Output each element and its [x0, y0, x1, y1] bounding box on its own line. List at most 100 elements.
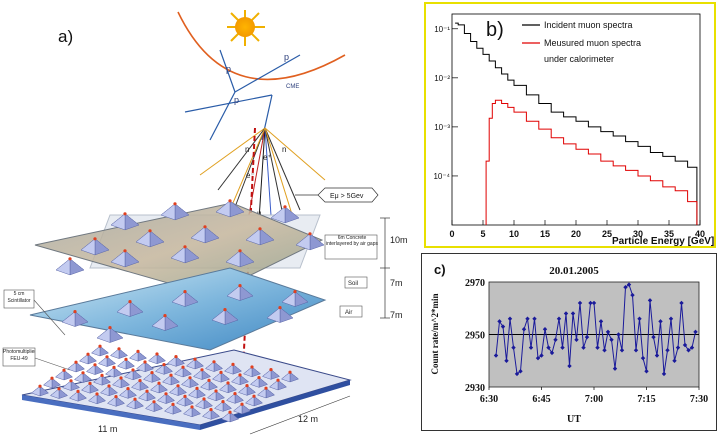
soil-label: Soil [348, 281, 358, 287]
photomultiplier-dot [203, 225, 207, 229]
data-point [651, 334, 656, 340]
data-point [672, 358, 677, 363]
pyramid-side [149, 382, 160, 394]
count-rate-line [495, 283, 696, 375]
data-point [682, 342, 688, 348]
y-tick-label: 10⁻⁴ [433, 172, 450, 181]
x-tick-label: 15 [540, 229, 550, 239]
x-tick-label: 25 [602, 229, 612, 239]
photomultiplier-dot [124, 357, 128, 361]
pyramid-side [211, 371, 222, 383]
data-point [654, 353, 660, 358]
y-tick-label: 10⁻¹ [434, 25, 450, 34]
y-tick-label: 10⁻² [434, 74, 450, 83]
photomultiplier-dot [240, 402, 244, 406]
concrete-label: 6m Concrete interlayered by air gaps [326, 235, 378, 247]
pyramid-detector [206, 389, 226, 402]
n-left-label: n [245, 145, 249, 154]
photomultiplier-dot [238, 373, 242, 377]
pyramid-detector [161, 373, 181, 386]
pyramid-side [211, 309, 226, 325]
pyramid-side [42, 377, 53, 389]
dim-7m-b: 7m [390, 310, 403, 320]
pyramid-detector [237, 384, 257, 396]
photomultiplier-dot [95, 392, 99, 396]
pyramid-side [137, 350, 148, 362]
pyramid-detector [118, 387, 138, 399]
pyramid-side [163, 403, 174, 415]
pyramid-side [30, 385, 41, 397]
photomultiplier-dot [98, 344, 102, 348]
pyramid-detector [61, 310, 89, 327]
photomultiplier-dot [278, 306, 282, 310]
data-point [637, 316, 642, 321]
data-point [640, 355, 646, 361]
photomultiplier-dot [148, 229, 152, 233]
pyramid-detector [137, 389, 157, 402]
pyramid-side [151, 315, 166, 331]
pyramid-side [280, 371, 291, 383]
pyramid-detector [242, 365, 262, 378]
photomultiplier-dot [62, 368, 66, 372]
y-tick-label: 2930 [465, 383, 485, 394]
x-axis-label: UT [567, 414, 581, 425]
panel-a-label: a) [58, 27, 73, 46]
pyramid-detector [281, 290, 309, 307]
data-point [616, 332, 621, 337]
pyramid-side [92, 374, 103, 386]
pyramid-side [170, 246, 186, 264]
data-point [493, 353, 499, 358]
pyramid-detector [266, 306, 294, 323]
data-point [584, 334, 590, 340]
pyramid-side [256, 387, 267, 399]
pyramid-side [268, 379, 279, 391]
photomultiplier-dot [93, 237, 97, 241]
data-point [630, 292, 635, 298]
pyramid-detector [49, 387, 69, 399]
pyramid-side [111, 377, 122, 389]
chart-title: 20.01.2005 [549, 265, 599, 277]
x-axis-label: Particle Energy [GeV] [612, 236, 714, 246]
data-point [658, 319, 663, 324]
detector-illustration: p p p CME n n e⁻ e⁺ μ [2, 10, 408, 435]
pyramid-side [230, 374, 241, 386]
data-point [598, 319, 604, 324]
pyramid-side [87, 353, 98, 365]
data-point [563, 311, 569, 316]
pyramid-side [116, 358, 127, 370]
scintillator-edge-front [22, 395, 200, 430]
data-point [679, 300, 684, 306]
pyramid-side [190, 226, 206, 244]
photomultiplier-dot [308, 232, 312, 236]
pyramid-side [125, 358, 136, 370]
photomultiplier-dot [105, 355, 109, 359]
pyramid-detector [92, 373, 112, 386]
pyramid-side [242, 366, 253, 378]
data-point [633, 348, 639, 353]
p-label-2: p [284, 52, 289, 62]
data-point [549, 350, 555, 356]
data-point [504, 358, 509, 363]
legend-measured-cont: under calorimeter [544, 54, 614, 64]
data-point [689, 345, 695, 350]
pyramid-side [249, 377, 260, 388]
x-tick-label: 40 [695, 229, 705, 239]
photomultiplier-dot [164, 392, 168, 396]
photomultiplier-dot [69, 379, 73, 383]
pyramid-side [94, 364, 105, 375]
pyramid-side [156, 353, 167, 365]
dim-11m: 11 m [98, 424, 117, 434]
pyramid-side [99, 385, 110, 397]
x-tick-label: 7:00 [585, 394, 603, 405]
pyramid-detector [245, 227, 275, 246]
pyramid-side [99, 345, 110, 357]
pyramid-detector [125, 397, 145, 410]
cme-arc [177, 11, 346, 81]
pyramid-side [90, 345, 101, 357]
pyramid-detector [135, 229, 165, 248]
photomultiplier-dot [100, 373, 104, 377]
photomultiplier-dot [126, 387, 130, 391]
pyramid-side [51, 377, 62, 389]
pyramid-side [187, 387, 198, 399]
data-point [644, 369, 649, 374]
